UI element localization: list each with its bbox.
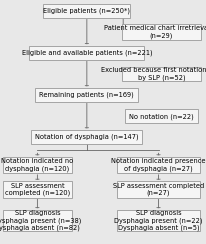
Text: SLP assessment
completed (n=120): SLP assessment completed (n=120) [5, 183, 70, 196]
FancyBboxPatch shape [3, 181, 72, 198]
FancyBboxPatch shape [117, 157, 200, 173]
FancyBboxPatch shape [43, 4, 130, 18]
Text: SLP assessment completed
(n=27): SLP assessment completed (n=27) [113, 183, 204, 196]
Text: SLP diagnosis
Dysphagia present (n=22)
Dysphagia absent (n=5): SLP diagnosis Dysphagia present (n=22) D… [114, 210, 203, 231]
Text: Excluded because first notation was
by SLP (n=52): Excluded because first notation was by S… [101, 67, 206, 81]
FancyBboxPatch shape [3, 210, 72, 231]
Text: SLP diagnosis
Dysphagia present (n=38)
Dysphagia absent (n=82): SLP diagnosis Dysphagia present (n=38) D… [0, 210, 82, 231]
Text: Patient medical chart irretrievable
(n=29): Patient medical chart irretrievable (n=2… [104, 25, 206, 39]
FancyBboxPatch shape [117, 181, 200, 198]
Text: No notation (n=22): No notation (n=22) [129, 113, 194, 120]
FancyBboxPatch shape [3, 157, 72, 173]
FancyBboxPatch shape [122, 24, 201, 41]
Text: Notation indicated no
dysphagia (n=120): Notation indicated no dysphagia (n=120) [1, 158, 74, 172]
FancyBboxPatch shape [125, 109, 198, 123]
FancyBboxPatch shape [29, 46, 144, 60]
FancyBboxPatch shape [31, 130, 142, 144]
Text: Notation indicated presence
of dysphagia (n=27): Notation indicated presence of dysphagia… [111, 158, 206, 172]
Text: Notation of dysphagia (n=147): Notation of dysphagia (n=147) [35, 133, 139, 140]
Text: Eligible and available patients (n=221): Eligible and available patients (n=221) [22, 49, 152, 56]
FancyBboxPatch shape [122, 67, 201, 81]
Text: Eligible patients (n=250*): Eligible patients (n=250*) [43, 8, 130, 14]
FancyBboxPatch shape [35, 88, 138, 102]
FancyBboxPatch shape [117, 210, 200, 231]
Text: Remaining patients (n=169): Remaining patients (n=169) [40, 92, 134, 98]
